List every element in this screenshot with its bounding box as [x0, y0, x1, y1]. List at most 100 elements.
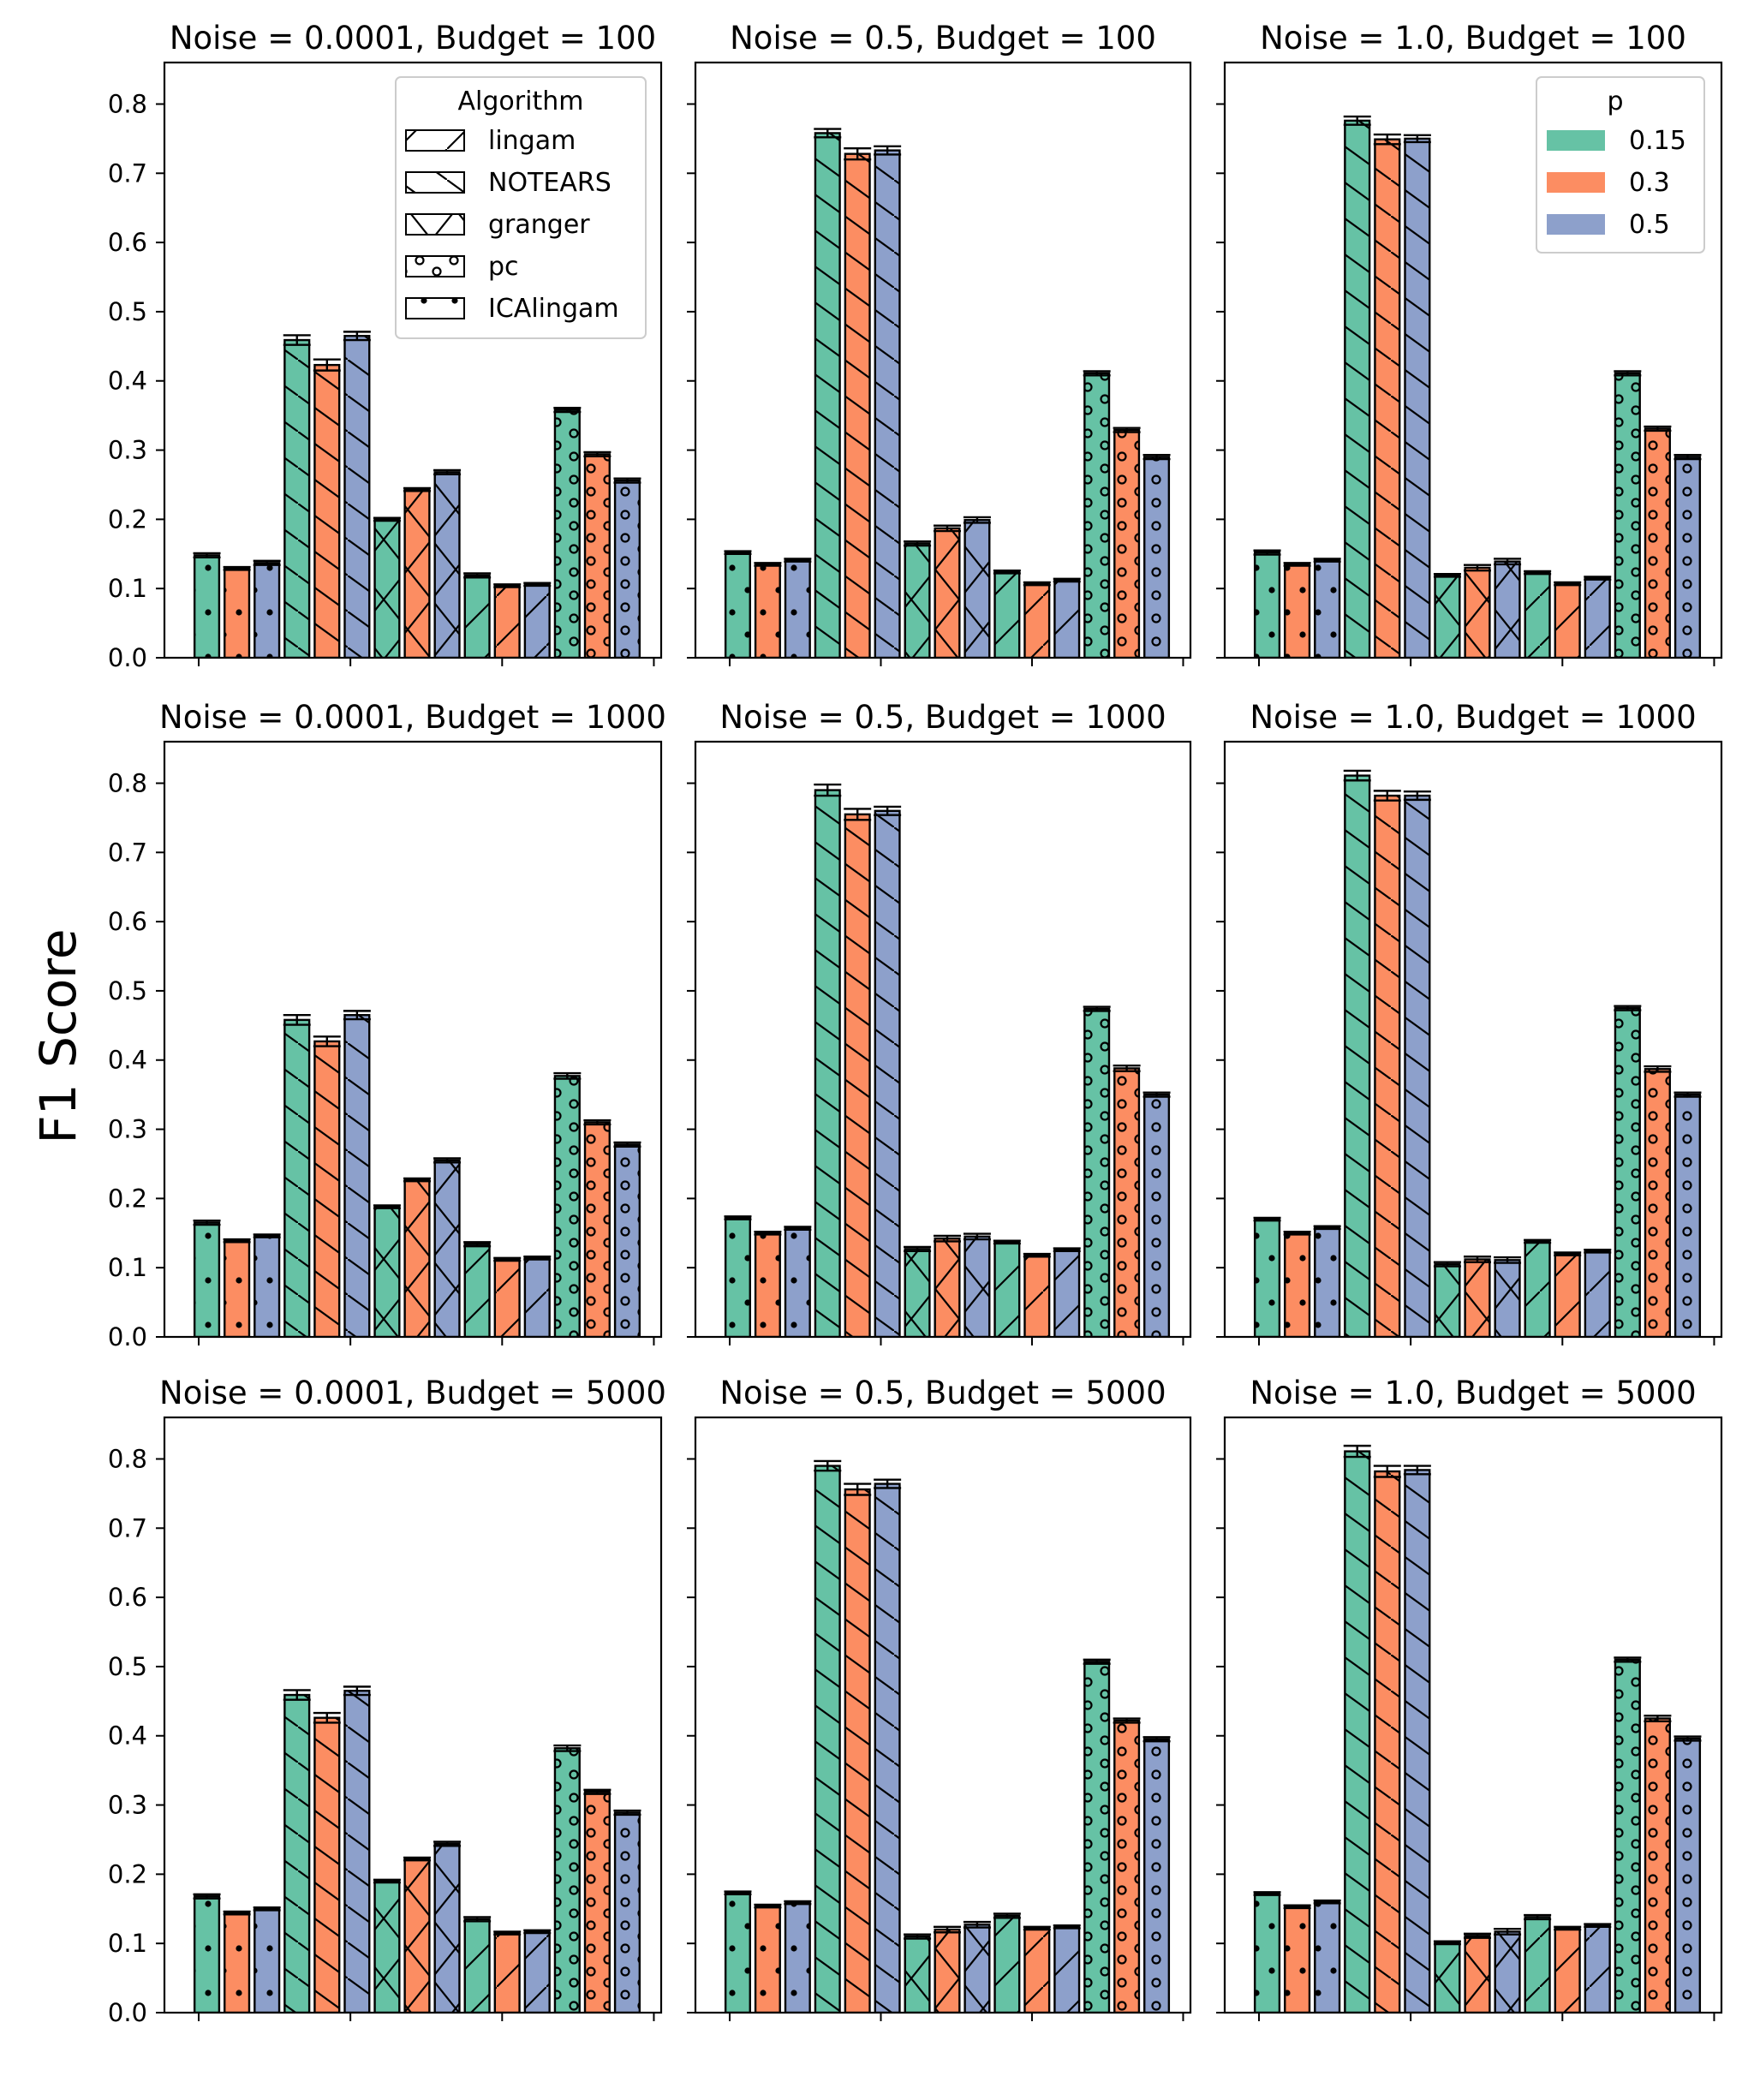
bar-granger-p0.15 — [904, 1935, 931, 2013]
bar-pc-p0.15 — [1614, 1658, 1641, 2013]
bar-granger-p0.5 — [1494, 1259, 1521, 1337]
error-bar — [223, 565, 251, 571]
bar-lingam-p0.3 — [1023, 1254, 1051, 1337]
error-bar — [343, 331, 371, 342]
error-bar — [313, 358, 341, 372]
error-bar — [583, 1788, 612, 1795]
legend-p: p0.15 0.3 0.5 — [1536, 76, 1705, 254]
legend-swatch-lingam — [405, 129, 465, 152]
bar-granger-p0.3 — [403, 1858, 431, 2013]
error-bar — [1283, 1230, 1311, 1236]
bar-lingam-p0.15 — [1524, 571, 1551, 658]
bar-pc-p0.5 — [613, 1143, 641, 1337]
bar-lingam-p0.15 — [993, 1241, 1021, 1337]
error-bar — [1614, 1005, 1642, 1011]
error-bar — [373, 1878, 401, 1884]
bar-lingam-p0.3 — [1554, 582, 1581, 658]
bar-pc-p0.5 — [1143, 1093, 1171, 1337]
error-bar — [1113, 1065, 1141, 1072]
error-bar — [193, 1220, 221, 1226]
bar-lingam-p0.5 — [523, 1930, 551, 2013]
y-tick-label: 0.5 — [108, 297, 147, 326]
legend-label: granger — [488, 210, 590, 240]
y-tick-label: 0.4 — [108, 1046, 147, 1075]
legend-label: NOTEARS — [488, 168, 612, 198]
bar-ICAlingam-p0.15 — [193, 554, 221, 658]
error-bar — [1253, 1216, 1281, 1222]
error-bar — [373, 516, 401, 522]
bar-pc-p0.3 — [1113, 428, 1141, 658]
error-bar — [583, 1119, 612, 1126]
error-bar — [253, 1233, 281, 1238]
error-bar — [1283, 562, 1311, 567]
panel-title: Noise = 1.0, Budget = 1000 — [1250, 699, 1696, 736]
legend-swatch-NOTEARS — [405, 171, 465, 194]
bar-granger-p0.3 — [934, 527, 961, 658]
error-bar — [934, 1234, 961, 1243]
error-bar — [1494, 1928, 1522, 1936]
bar-pc-p0.5 — [613, 1811, 641, 2013]
bar-ICAlingam-p0.5 — [254, 1234, 281, 1337]
bar-pc-p0.3 — [1644, 1068, 1671, 1337]
bar-granger-p0.3 — [403, 488, 431, 658]
error-bar — [223, 1238, 251, 1244]
bar-NOTEARS-p0.15 — [814, 132, 841, 658]
bar-pc-p0.3 — [1113, 1067, 1141, 1337]
bar-pc-p0.15 — [1083, 1661, 1111, 2013]
bar-lingam-p0.3 — [493, 1931, 521, 2013]
error-bar — [754, 1903, 782, 1909]
error-bar — [934, 524, 961, 533]
error-bar — [1403, 1465, 1431, 1476]
bar-lingam-p0.15 — [993, 570, 1021, 658]
axes-frame — [163, 740, 663, 1339]
error-bar — [493, 1256, 522, 1262]
bar-pc-p0.15 — [553, 409, 581, 658]
axes-frame — [694, 61, 1192, 659]
y-tick-label: 0.8 — [108, 89, 147, 118]
axes-frame — [1223, 61, 1723, 659]
bar-lingam-p0.5 — [1584, 1924, 1611, 2013]
error-bar — [1343, 115, 1371, 126]
bar-ICAlingam-p0.3 — [224, 1912, 251, 2013]
bar-granger-p0.5 — [964, 1924, 991, 2013]
bar-granger-p0.3 — [934, 1238, 961, 1337]
y-tick-label: 0.8 — [108, 1444, 147, 1473]
error-bar — [1614, 370, 1642, 377]
panel-title: Noise = 0.0001, Budget = 5000 — [159, 1375, 666, 1411]
legend-label: lingam — [488, 126, 576, 156]
axes-frame — [163, 1416, 663, 2014]
bar-pc-p0.5 — [1143, 1738, 1171, 2013]
error-bar — [1584, 576, 1612, 581]
error-bar — [463, 1916, 492, 1923]
bar-ICAlingam-p0.15 — [1253, 1892, 1281, 2013]
bar-granger-p0.5 — [433, 1842, 461, 2013]
bar-granger-p0.3 — [934, 1928, 961, 2013]
bar-granger-p0.5 — [964, 1235, 991, 1337]
error-bar — [874, 1478, 902, 1489]
bar-NOTEARS-p0.15 — [814, 1465, 841, 2013]
error-bar — [1283, 1904, 1311, 1910]
legend-algorithm: Algorithm lingam NOTEARS granger pc ICAlingam — [395, 76, 647, 339]
bar-lingam-p0.5 — [1053, 1925, 1081, 2013]
error-bar — [844, 147, 872, 161]
error-bar — [1142, 1091, 1171, 1098]
error-bar — [724, 1890, 752, 1896]
bar-granger-p0.15 — [1434, 574, 1461, 658]
panel-title: Noise = 0.5, Budget = 1000 — [719, 699, 1166, 736]
legend-swatch-ICAlingam — [405, 297, 465, 319]
bar-pc-p0.5 — [1673, 456, 1702, 658]
bar-ICAlingam-p0.15 — [193, 1221, 221, 1337]
legend-title: Algorithm — [458, 87, 584, 116]
error-bar — [523, 582, 552, 588]
error-bar — [724, 1215, 752, 1220]
y-tick-label: 0.0 — [108, 1322, 147, 1351]
error-bar — [1644, 1065, 1672, 1073]
error-bar — [1023, 581, 1051, 587]
error-bar — [553, 1071, 582, 1080]
panel-title: Noise = 1.0, Budget = 5000 — [1250, 1375, 1696, 1411]
error-bar — [844, 808, 872, 821]
error-bar — [403, 1177, 431, 1183]
bar-lingam-p0.3 — [493, 1258, 521, 1337]
error-bar — [613, 1809, 641, 1817]
